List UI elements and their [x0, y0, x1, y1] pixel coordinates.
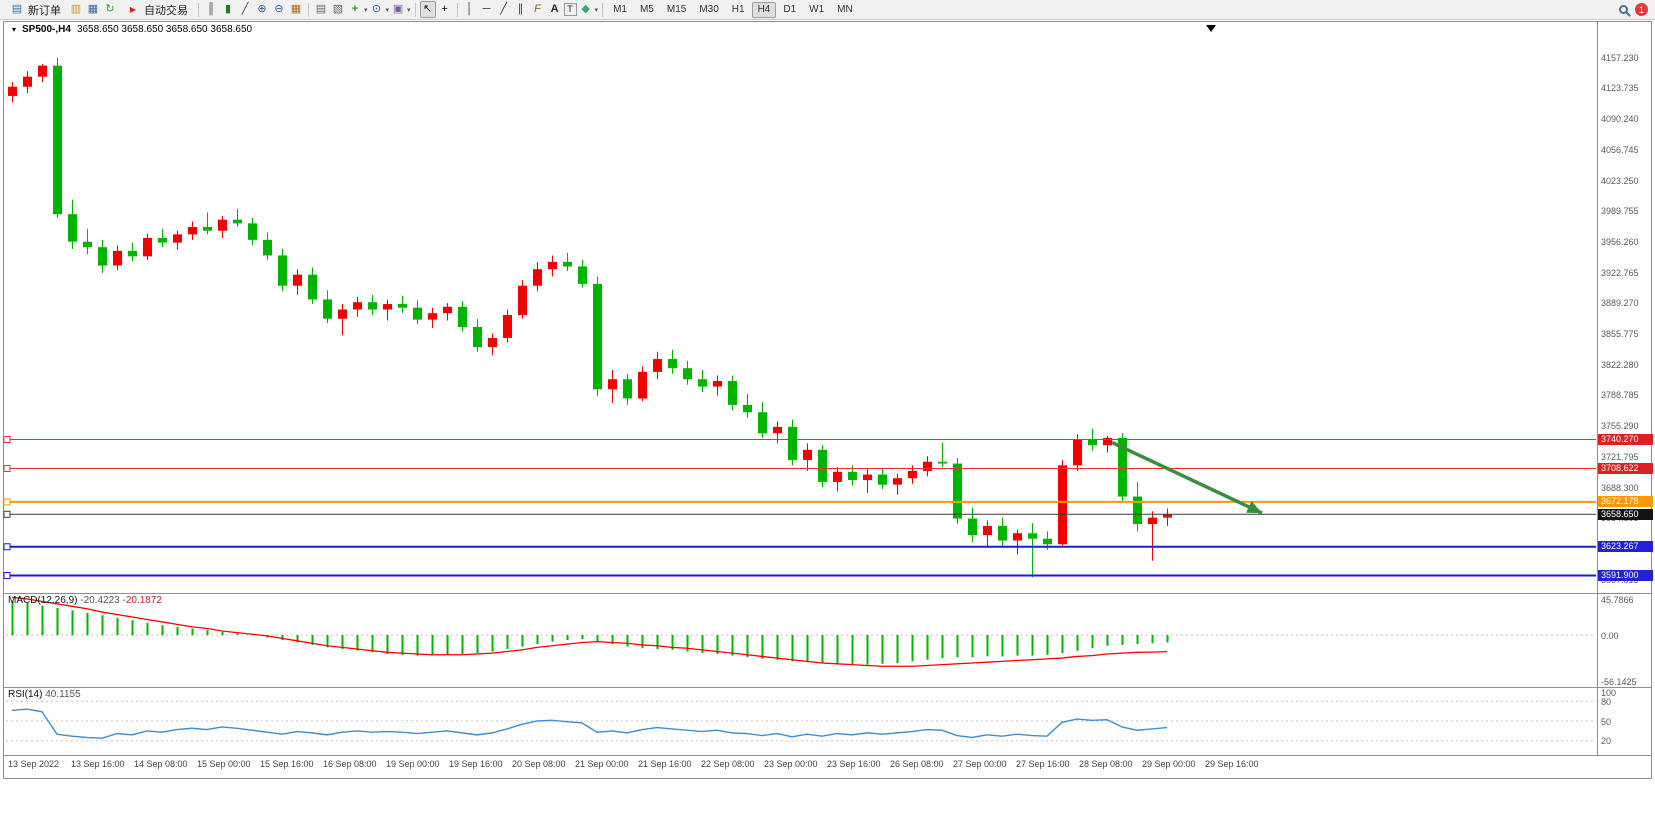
timeframe-m5-button[interactable]: M5: [639, 4, 654, 15]
tile-windows-icon[interactable]: ▦: [290, 3, 302, 15]
templates-icon[interactable]: ▣: [392, 3, 404, 15]
timeframe-h1-button[interactable]: H1: [731, 4, 745, 15]
vertical-line-tool-icon[interactable]: │: [466, 3, 473, 15]
trendline-tool-icon[interactable]: ╱: [500, 3, 507, 15]
fibonacci-tool-icon[interactable]: F: [534, 3, 541, 15]
cascade-windows-icon[interactable]: ▧: [332, 3, 344, 15]
shapes-tool-icon[interactable]: ◆: [581, 3, 590, 15]
zoom-out-icon[interactable]: ⊖: [274, 3, 284, 15]
arrange-windows-icon[interactable]: ▤: [315, 3, 327, 15]
autotrade-button[interactable]: ▶ 自动交易: [119, 1, 194, 18]
timeframe-m30-button[interactable]: M30: [699, 4, 719, 15]
refresh-icon[interactable]: ↻: [105, 3, 115, 15]
channel-tool-icon[interactable]: ∥: [517, 3, 524, 15]
cursor-tool-icon[interactable]: ↖: [419, 1, 436, 18]
notification-badge[interactable]: 1: [1635, 3, 1648, 16]
macd-indicator-label: MACD(12,26,9) -20.4223 -20.1872: [8, 595, 162, 606]
search-icon[interactable]: [1619, 5, 1628, 14]
toolbar-separator: [414, 2, 416, 17]
templates-caret-icon[interactable]: ▾: [407, 6, 411, 14]
periods-caret-icon[interactable]: ▾: [385, 6, 390, 14]
timeframe-h4-button[interactable]: H4: [751, 1, 777, 18]
shapes-caret-icon[interactable]: ▾: [594, 6, 599, 14]
autotrade-icon: ▶: [129, 5, 137, 14]
symbol-period-label: SP500-,H4: [22, 24, 71, 35]
toolbar-separator: [308, 2, 309, 17]
chart-title-row: ▾ SP500-,H4 3658.650 3658.650 3658.650 3…: [12, 24, 252, 35]
new-chart-icon[interactable]: +: [351, 3, 359, 15]
autotrade-label: 自动交易: [144, 4, 188, 17]
macd-signal-value: -20.1872: [122, 595, 162, 606]
ohlc-quotes-label: 3658.650 3658.650 3658.650 3658.650: [76, 24, 253, 35]
line-chart-icon[interactable]: ╱: [241, 3, 249, 15]
toolbar-separator: [602, 2, 604, 17]
rsi-value: 40.1155: [45, 689, 81, 700]
rsi-indicator-label: RSI(14) 40.1155: [8, 689, 81, 700]
new-order-icon: ▤: [11, 3, 23, 15]
new-order-label: 新订单: [28, 4, 61, 17]
timeframe-m15-button[interactable]: M15: [666, 4, 687, 15]
horizontal-line-tool-icon[interactable]: ─: [482, 3, 491, 15]
timeframe-m1-button[interactable]: M1: [613, 4, 627, 15]
new-chart-caret-icon[interactable]: ▾: [364, 6, 368, 14]
bar-chart-icon[interactable]: ║: [207, 3, 215, 15]
main-toolbar: ▤ 新订单 ▥ ▦ ↻ ▶ 自动交易 ║ ▮ ╱ ⊕ ⊖ ▦ ▤ ▧ + ▾ ⊙…: [0, 0, 1655, 20]
toolbar-separator: [456, 2, 458, 17]
periods-clock-icon[interactable]: ⊙: [371, 3, 382, 15]
macd-main-value: -20.4223: [80, 595, 120, 606]
crosshair-tool-icon[interactable]: +: [441, 3, 448, 15]
rsi-name: RSI(14): [8, 689, 43, 700]
toolbar-separator: [198, 2, 199, 17]
market-watch-icon[interactable]: ▦: [87, 3, 99, 15]
new-order-button[interactable]: ▤ 新订单: [3, 1, 67, 18]
text-tool-icon[interactable]: A: [550, 3, 559, 15]
zoom-in-icon[interactable]: ⊕: [257, 3, 267, 15]
chart-expander-icon[interactable]: ▾: [12, 25, 17, 34]
gold-panel-icon[interactable]: ▥: [70, 3, 82, 15]
timeframe-w1-button[interactable]: W1: [809, 4, 825, 15]
timeframe-mn-button[interactable]: MN: [837, 4, 853, 15]
candlestick-chart-icon[interactable]: ▮: [224, 3, 232, 15]
label-tool-icon[interactable]: T: [563, 3, 577, 16]
macd-name: MACD(12,26,9): [8, 595, 78, 606]
timeframe-d1-button[interactable]: D1: [783, 4, 797, 15]
